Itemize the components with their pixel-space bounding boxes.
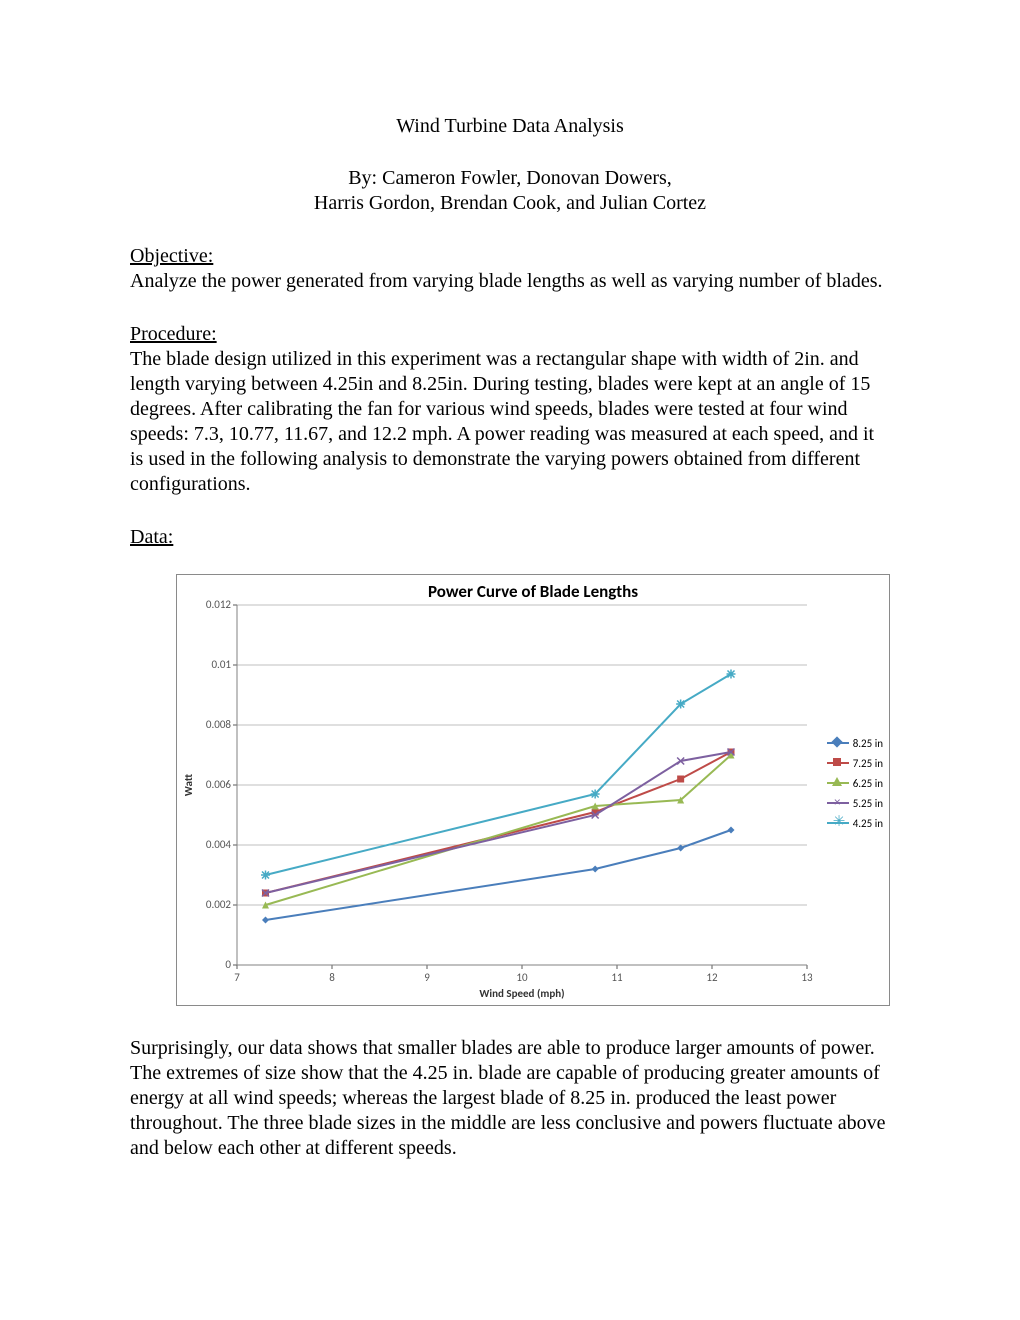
procedure-text: The blade design utilized in this experi…: [130, 348, 874, 495]
objective-header: Objective:: [130, 245, 213, 267]
svg-text:0.002: 0.002: [206, 898, 232, 911]
legend-label: 7.25 in: [853, 757, 883, 770]
legend-item: 6.25 in: [827, 773, 883, 793]
svg-text:0.012: 0.012: [206, 598, 232, 611]
svg-text:0.01: 0.01: [211, 658, 231, 671]
data-section: Data:: [130, 525, 890, 550]
authors-line-1: By: Cameron Fowler, Donovan Dowers,: [348, 167, 672, 189]
svg-text:11: 11: [611, 971, 623, 984]
legend-item: 8.25 in: [827, 733, 883, 753]
page-title: Wind Turbine Data Analysis: [130, 115, 890, 138]
procedure-header: Procedure:: [130, 323, 217, 345]
document-page: Wind Turbine Data Analysis By: Cameron F…: [0, 0, 1020, 1320]
chart-svg: 0 0.002 0.004 0.006 0.008 0.01 0.012 7 8 9 10 11 12 1…: [177, 575, 889, 1005]
objective-text: Analyze the power generated from varying…: [130, 270, 883, 292]
legend-item: ✳4.25 in: [827, 813, 883, 833]
procedure-section: Procedure: The blade design utilized in …: [130, 322, 890, 497]
legend-label: 8.25 in: [853, 737, 883, 750]
svg-text:10: 10: [516, 971, 528, 984]
authors: By: Cameron Fowler, Donovan Dowers, Harr…: [130, 166, 890, 216]
svg-text:0.004: 0.004: [206, 838, 232, 851]
authors-line-2: Harris Gordon, Brendan Cook, and Julian …: [314, 192, 706, 214]
data-header: Data:: [130, 526, 173, 548]
svg-text:9: 9: [424, 971, 430, 984]
svg-text:8: 8: [329, 971, 335, 984]
conclusion-text: Surprisingly, our data shows that smalle…: [130, 1036, 890, 1161]
legend-label: 4.25 in: [853, 817, 883, 830]
objective-section: Objective: Analyze the power generated f…: [130, 244, 890, 294]
svg-text:13: 13: [801, 971, 813, 984]
svg-text:Watt: Watt: [182, 773, 195, 796]
chart-legend: 8.25 in 7.25 in 6.25 in ×5.25 in✳4.25 in: [827, 733, 883, 833]
svg-text:7: 7: [234, 971, 240, 984]
svg-text:0.006: 0.006: [206, 778, 232, 791]
svg-text:12: 12: [706, 971, 718, 984]
legend-label: 6.25 in: [853, 777, 883, 790]
svg-text:0: 0: [225, 958, 231, 971]
legend-item: 7.25 in: [827, 753, 883, 773]
svg-text:Wind Speed (mph): Wind Speed (mph): [479, 987, 564, 1000]
svg-text:0.008: 0.008: [206, 718, 232, 731]
power-curve-chart: Power Curve of Blade Lengths 00.0020.004…: [176, 574, 890, 1006]
legend-label: 5.25 in: [853, 797, 883, 810]
legend-item: ×5.25 in: [827, 793, 883, 813]
